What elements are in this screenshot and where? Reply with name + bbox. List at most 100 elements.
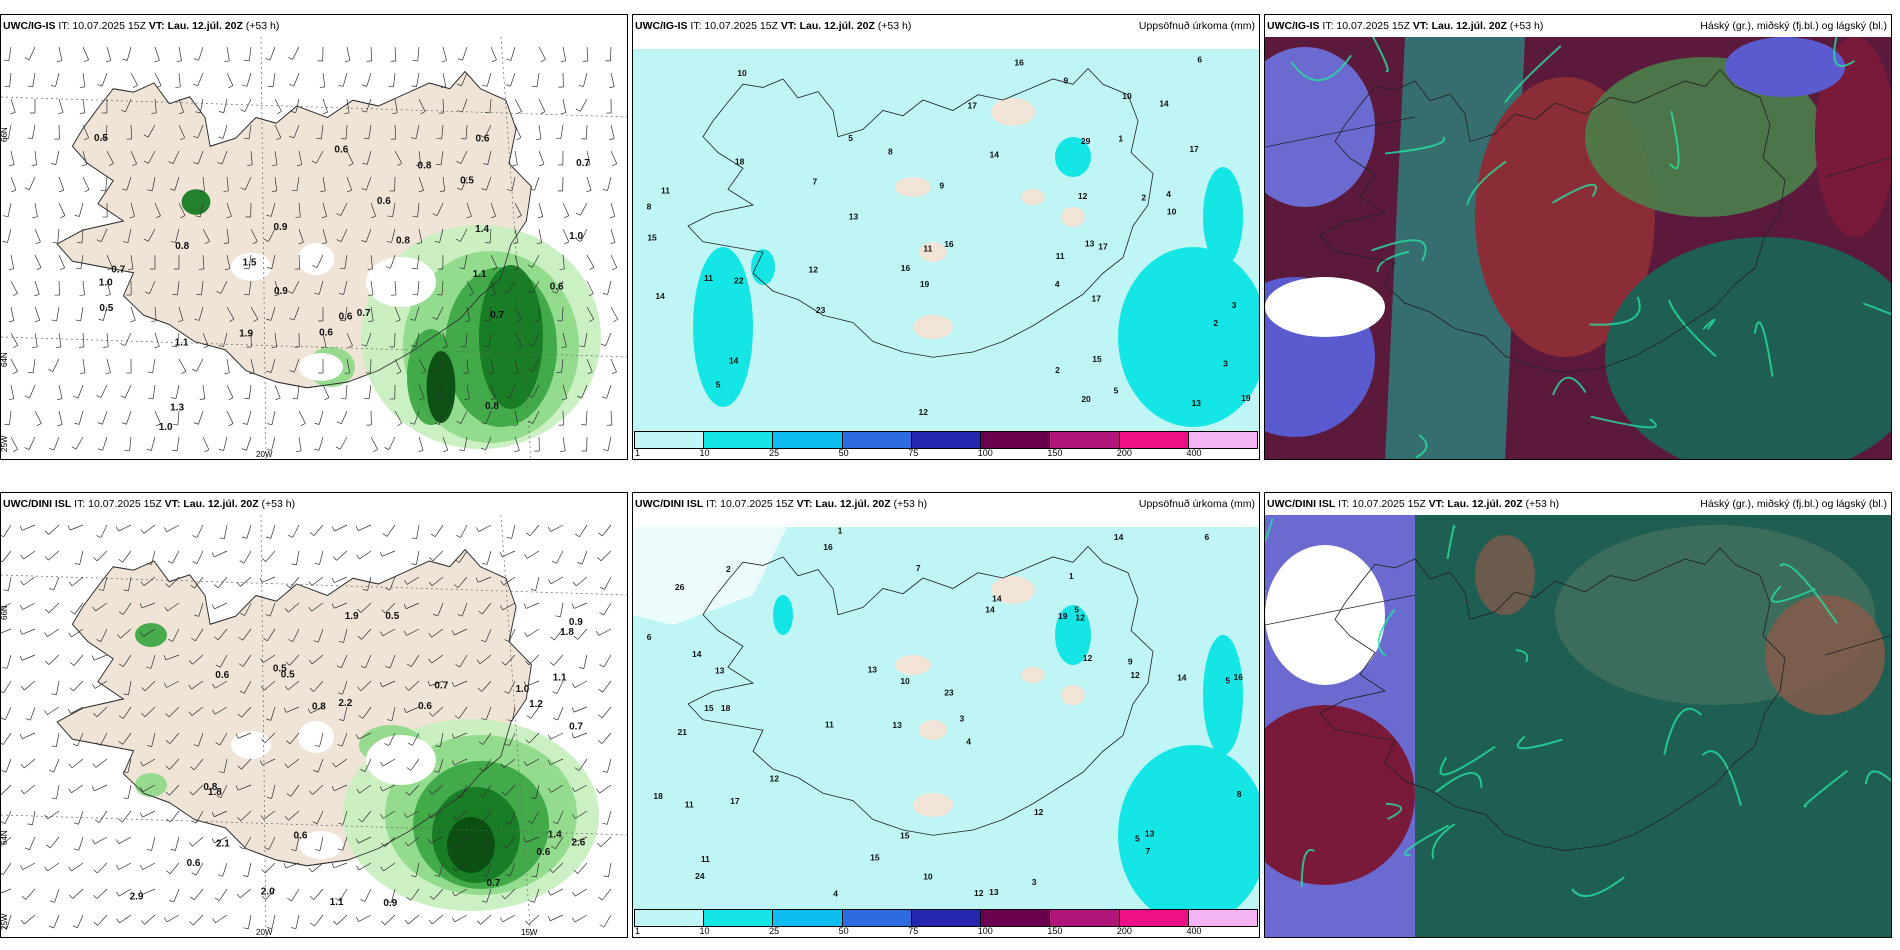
wind-barb-feather bbox=[335, 446, 341, 450]
wind-barb-feather bbox=[266, 214, 272, 217]
accumulation-label: 5 bbox=[848, 133, 853, 143]
wind-barb-feather bbox=[237, 713, 242, 718]
wind-barb bbox=[607, 436, 612, 451]
wind-barb-feather bbox=[613, 318, 618, 322]
colorbar-tick-label: 1 bbox=[635, 926, 641, 936]
wind-barb-feather bbox=[609, 138, 615, 141]
wind-barb-feather bbox=[172, 449, 178, 452]
wind-barb bbox=[101, 72, 108, 87]
colorbar-tick-label: 75 bbox=[908, 448, 919, 458]
wind-barb-feather bbox=[490, 215, 496, 219]
wind-barb bbox=[199, 98, 204, 113]
wind-barb bbox=[125, 98, 132, 113]
wind-barb bbox=[418, 150, 422, 165]
wind-barb-feather bbox=[484, 345, 490, 348]
wind-barb bbox=[312, 654, 324, 665]
wind-barb bbox=[465, 332, 468, 347]
wind-barb bbox=[343, 280, 348, 295]
wind-barb-feather bbox=[83, 59, 89, 63]
wind-barb bbox=[442, 436, 449, 451]
wind-barb-feather bbox=[338, 84, 344, 87]
wind-barb bbox=[598, 628, 612, 636]
wind-barb bbox=[82, 98, 86, 113]
wind-barb-feather bbox=[355, 916, 359, 922]
wind-barb-feather bbox=[609, 216, 615, 219]
wind-barb bbox=[485, 628, 492, 643]
wind-barb bbox=[394, 98, 398, 113]
wind-barb bbox=[250, 150, 253, 165]
wind-barb bbox=[53, 576, 60, 591]
wind-barb-feather bbox=[324, 397, 330, 401]
wind-barb-feather bbox=[611, 371, 617, 375]
wind-barb-feather bbox=[503, 290, 509, 294]
wind-barb-feather bbox=[291, 563, 297, 566]
wind-barb bbox=[550, 784, 564, 793]
wind-barb-feather bbox=[505, 84, 511, 87]
wind-barb-feather bbox=[2, 240, 8, 243]
wind-barb bbox=[574, 888, 588, 897]
wind-barb-feather bbox=[98, 588, 104, 591]
wind-barb bbox=[226, 410, 234, 424]
wind-barb-feather bbox=[164, 917, 168, 923]
wind-barb bbox=[312, 784, 324, 795]
cloud-contour bbox=[1404, 824, 1450, 857]
wind-barb bbox=[362, 706, 372, 719]
wind-barb-feather bbox=[415, 164, 421, 166]
wind-barb bbox=[490, 46, 497, 61]
panel-header: UWC/IG-IS IT: 10.07.2025 15Z VT: Lau. 12… bbox=[1, 15, 627, 37]
precip-high-area bbox=[751, 249, 775, 285]
wind-barb-feather bbox=[598, 714, 603, 719]
wind-barb bbox=[176, 332, 180, 347]
colorbar-tick-label: 1 bbox=[635, 448, 641, 458]
cloud-contour bbox=[1265, 518, 1274, 544]
wind-barb bbox=[602, 888, 612, 901]
wind-barb bbox=[7, 228, 12, 243]
wind-barb-feather bbox=[482, 874, 488, 877]
wind-barb bbox=[100, 732, 108, 746]
valid-time: Lau. 12.júl. 20Z bbox=[183, 498, 259, 510]
wind-barb-feather bbox=[266, 318, 272, 321]
wind-barb bbox=[442, 176, 446, 191]
wind-barb bbox=[580, 228, 588, 242]
wind-barb bbox=[10, 384, 15, 399]
wind-barb-feather bbox=[602, 189, 608, 191]
cloud-contour bbox=[1435, 772, 1483, 793]
wind-barb-feather bbox=[176, 60, 182, 63]
wind-barb-feather bbox=[339, 319, 346, 322]
wind-barb bbox=[196, 550, 204, 564]
wind-barb-feather bbox=[526, 532, 531, 537]
wind-barb bbox=[393, 72, 396, 87]
wind-barb bbox=[607, 176, 612, 191]
wind-barb-feather bbox=[212, 709, 216, 715]
precip-value-label: 1.0 bbox=[159, 422, 173, 433]
cloud-contour bbox=[1668, 299, 1717, 357]
wind-barb bbox=[219, 732, 228, 746]
wind-barb-feather bbox=[480, 639, 486, 643]
wind-barb bbox=[202, 384, 206, 399]
wind-barb-feather bbox=[507, 719, 513, 722]
wind-barb-feather bbox=[32, 346, 38, 348]
precip-value-label: 0.5 bbox=[99, 303, 113, 314]
wind-barb-feather bbox=[284, 816, 289, 821]
wind-barb bbox=[408, 680, 420, 691]
wind-barb bbox=[490, 384, 496, 399]
wind-barb-feather bbox=[379, 551, 383, 557]
wind-barb bbox=[586, 306, 595, 320]
wind-barb-feather bbox=[314, 849, 321, 852]
wind-barb-feather bbox=[105, 372, 111, 375]
wind-barb-feather bbox=[551, 560, 557, 564]
wind-barb bbox=[510, 810, 516, 825]
cloud-region bbox=[1725, 37, 1845, 97]
accumulation-label: 2 bbox=[1055, 365, 1060, 375]
wind-barb bbox=[454, 628, 468, 636]
wind-barb bbox=[610, 72, 615, 87]
wind-barb-feather bbox=[266, 927, 272, 929]
cloud-contour bbox=[1515, 648, 1529, 663]
wind-barb-feather bbox=[477, 687, 482, 692]
wind-barb-feather bbox=[98, 318, 104, 321]
wind-barb-feather bbox=[513, 372, 519, 375]
wind-barb bbox=[100, 524, 108, 538]
wind-barb-feather bbox=[92, 684, 96, 689]
accumulation-label: 10 bbox=[1122, 91, 1132, 101]
wind-barb bbox=[364, 758, 372, 772]
